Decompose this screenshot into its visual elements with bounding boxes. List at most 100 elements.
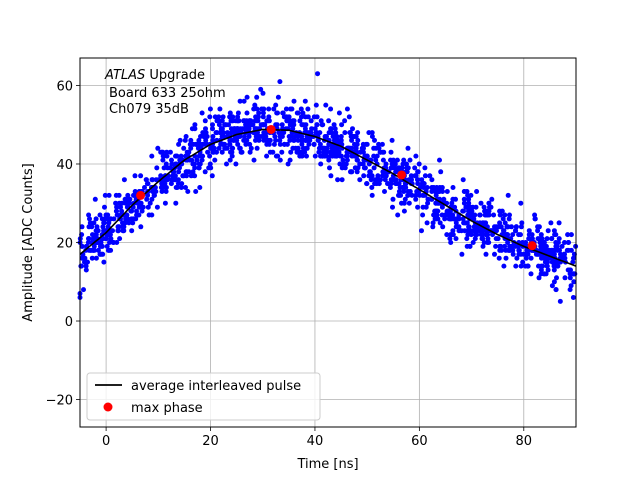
scatter-point <box>460 177 466 183</box>
scatter-point <box>110 240 116 245</box>
scatter-point <box>149 196 155 202</box>
scatter-point <box>306 141 312 147</box>
scatter-point <box>95 247 101 253</box>
scatter-point <box>535 228 541 234</box>
scatter-point <box>184 149 190 155</box>
scatter-point <box>244 137 250 143</box>
scatter-point <box>271 141 277 147</box>
scatter-point <box>108 236 114 242</box>
scatter-point <box>549 236 555 242</box>
scatter-point <box>489 196 495 202</box>
scatter-point <box>474 224 480 230</box>
scatter-point <box>397 185 403 190</box>
scatter-point <box>466 208 471 214</box>
scatter-point <box>334 134 340 139</box>
scatter-point <box>532 212 538 218</box>
scatter-point <box>155 145 161 151</box>
scatter-point <box>466 196 472 202</box>
scatter-point <box>376 141 382 147</box>
scatter-point <box>183 185 188 190</box>
scatter-point <box>429 177 435 183</box>
scatter-point <box>258 86 264 92</box>
scatter-point <box>281 141 287 147</box>
scatter-point <box>557 298 563 304</box>
scatter-point <box>267 137 273 143</box>
scatter-point <box>502 212 508 218</box>
annotation-line-3: Ch079 35dB <box>109 102 189 117</box>
scatter-point <box>162 200 168 206</box>
scatter-point <box>478 232 484 238</box>
scatter-point <box>214 149 219 155</box>
scatter-point <box>480 220 486 226</box>
scatter-point <box>163 161 169 167</box>
scatter-point <box>330 149 336 155</box>
scatter-point <box>189 126 195 132</box>
scatter-point <box>113 200 119 206</box>
scatter-point <box>444 189 450 194</box>
scatter-point <box>161 165 167 171</box>
scatter-point <box>146 212 152 218</box>
scatter-point <box>224 161 229 167</box>
scatter-point <box>450 216 456 222</box>
scatter-point <box>341 161 347 167</box>
scatter-point <box>261 122 267 128</box>
scatter-point <box>247 149 253 155</box>
scatter-point <box>174 185 180 190</box>
scatter-point <box>433 192 439 198</box>
scatter-point <box>210 134 216 139</box>
scatter-point <box>169 161 175 167</box>
scatter-point <box>359 145 365 151</box>
scatter-point <box>437 189 443 194</box>
scatter-point <box>406 177 412 183</box>
scatter-point <box>101 220 107 226</box>
scatter-point <box>311 141 317 147</box>
scatter-point <box>176 169 182 175</box>
scatter-point <box>190 169 196 175</box>
scatter-point <box>400 161 406 167</box>
scatter-point <box>380 157 386 163</box>
scatter-point <box>118 204 123 210</box>
scatter-point <box>160 153 166 159</box>
scatter-point <box>541 243 547 249</box>
scatter-point <box>548 220 554 226</box>
scatter-point <box>221 134 227 139</box>
scatter-point <box>369 134 375 139</box>
scatter-point <box>494 228 499 234</box>
scatter-point <box>570 259 576 265</box>
scatter-point <box>502 243 508 249</box>
scatter-point <box>197 161 203 167</box>
scatter-point <box>229 153 235 159</box>
scatter-point <box>558 251 563 257</box>
scatter-point <box>158 185 164 190</box>
scatter-point <box>368 173 374 179</box>
scatter-point <box>304 137 310 143</box>
scatter-point <box>387 185 393 190</box>
scatter-point <box>94 224 100 230</box>
scatter-point <box>448 240 454 245</box>
scatter-point <box>91 247 97 253</box>
scatter-point <box>507 243 513 249</box>
scatter-point <box>252 118 258 124</box>
scatter-point <box>139 208 145 214</box>
scatter-point <box>553 232 559 238</box>
scatter-point <box>380 169 386 175</box>
scatter-point <box>328 126 334 132</box>
scatter-point <box>500 216 506 222</box>
scatter-point <box>442 212 448 218</box>
scatter-point <box>196 153 202 159</box>
scatter-point <box>207 106 213 112</box>
scatter-point <box>265 118 271 124</box>
scatter-point <box>328 106 334 112</box>
average-pulse-path <box>79 128 577 267</box>
scatter-point <box>568 283 574 289</box>
scatter-point <box>492 251 497 257</box>
scatter-point <box>143 177 149 183</box>
scatter-point <box>260 90 266 96</box>
scatter-point <box>516 247 522 253</box>
scatter-point <box>168 181 174 187</box>
y-tick-label: 20 <box>56 237 73 252</box>
scatter-point <box>272 134 278 139</box>
scatter-point <box>353 145 359 151</box>
scatter-point <box>413 196 419 202</box>
scatter-point <box>486 240 492 245</box>
